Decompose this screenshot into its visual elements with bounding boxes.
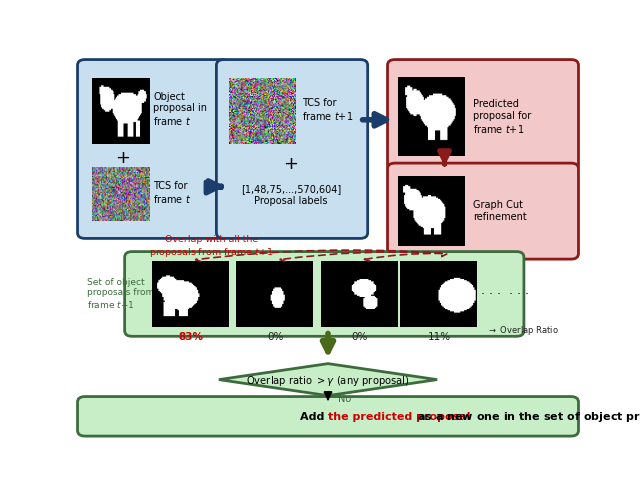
Text: Overlap ratio $> \gamma$ (any proposal): Overlap ratio $> \gamma$ (any proposal) bbox=[246, 373, 410, 387]
FancyBboxPatch shape bbox=[388, 164, 579, 260]
FancyBboxPatch shape bbox=[216, 61, 368, 239]
FancyBboxPatch shape bbox=[77, 397, 579, 436]
FancyBboxPatch shape bbox=[77, 61, 229, 239]
Text: Add: Add bbox=[300, 411, 328, 421]
Text: · · ·  · · ·: · · · · · · bbox=[481, 287, 529, 300]
Text: 11%: 11% bbox=[428, 332, 451, 342]
Text: No: No bbox=[338, 393, 351, 403]
FancyBboxPatch shape bbox=[388, 61, 579, 171]
Text: TCS for
frame $t$+1: TCS for frame $t$+1 bbox=[302, 97, 353, 121]
Text: 0%: 0% bbox=[268, 332, 284, 342]
Polygon shape bbox=[219, 364, 437, 396]
Text: $+$: $+$ bbox=[284, 155, 298, 173]
Text: 0%: 0% bbox=[351, 332, 368, 342]
Text: 83%: 83% bbox=[179, 332, 204, 342]
FancyBboxPatch shape bbox=[125, 252, 524, 337]
Text: [1,48,75,...,570,604]
Proposal labels: [1,48,75,...,570,604] Proposal labels bbox=[241, 184, 341, 205]
Text: Set of object
proposals from
frame $t$+1: Set of object proposals from frame $t$+1 bbox=[88, 277, 155, 309]
Text: $\rightarrow$ Overlap Ratio: $\rightarrow$ Overlap Ratio bbox=[486, 324, 559, 336]
Text: as a new one in the set of object proposals for frame $t$+1: as a new one in the set of object propos… bbox=[328, 409, 640, 423]
Text: $+$: $+$ bbox=[115, 149, 130, 167]
Text: Overlap with all the
proposals from frame $t$+1: Overlap with all the proposals from fram… bbox=[149, 235, 274, 258]
Text: Graph Cut
refinement: Graph Cut refinement bbox=[473, 200, 527, 222]
Text: Predicted
proposal for
frame $t$+1: Predicted proposal for frame $t$+1 bbox=[473, 99, 531, 135]
Text: the predicted proposal: the predicted proposal bbox=[328, 411, 470, 421]
Text: Object
proposal in
frame $t$: Object proposal in frame $t$ bbox=[154, 92, 207, 127]
Text: TCS for
frame $t$: TCS for frame $t$ bbox=[154, 181, 191, 204]
